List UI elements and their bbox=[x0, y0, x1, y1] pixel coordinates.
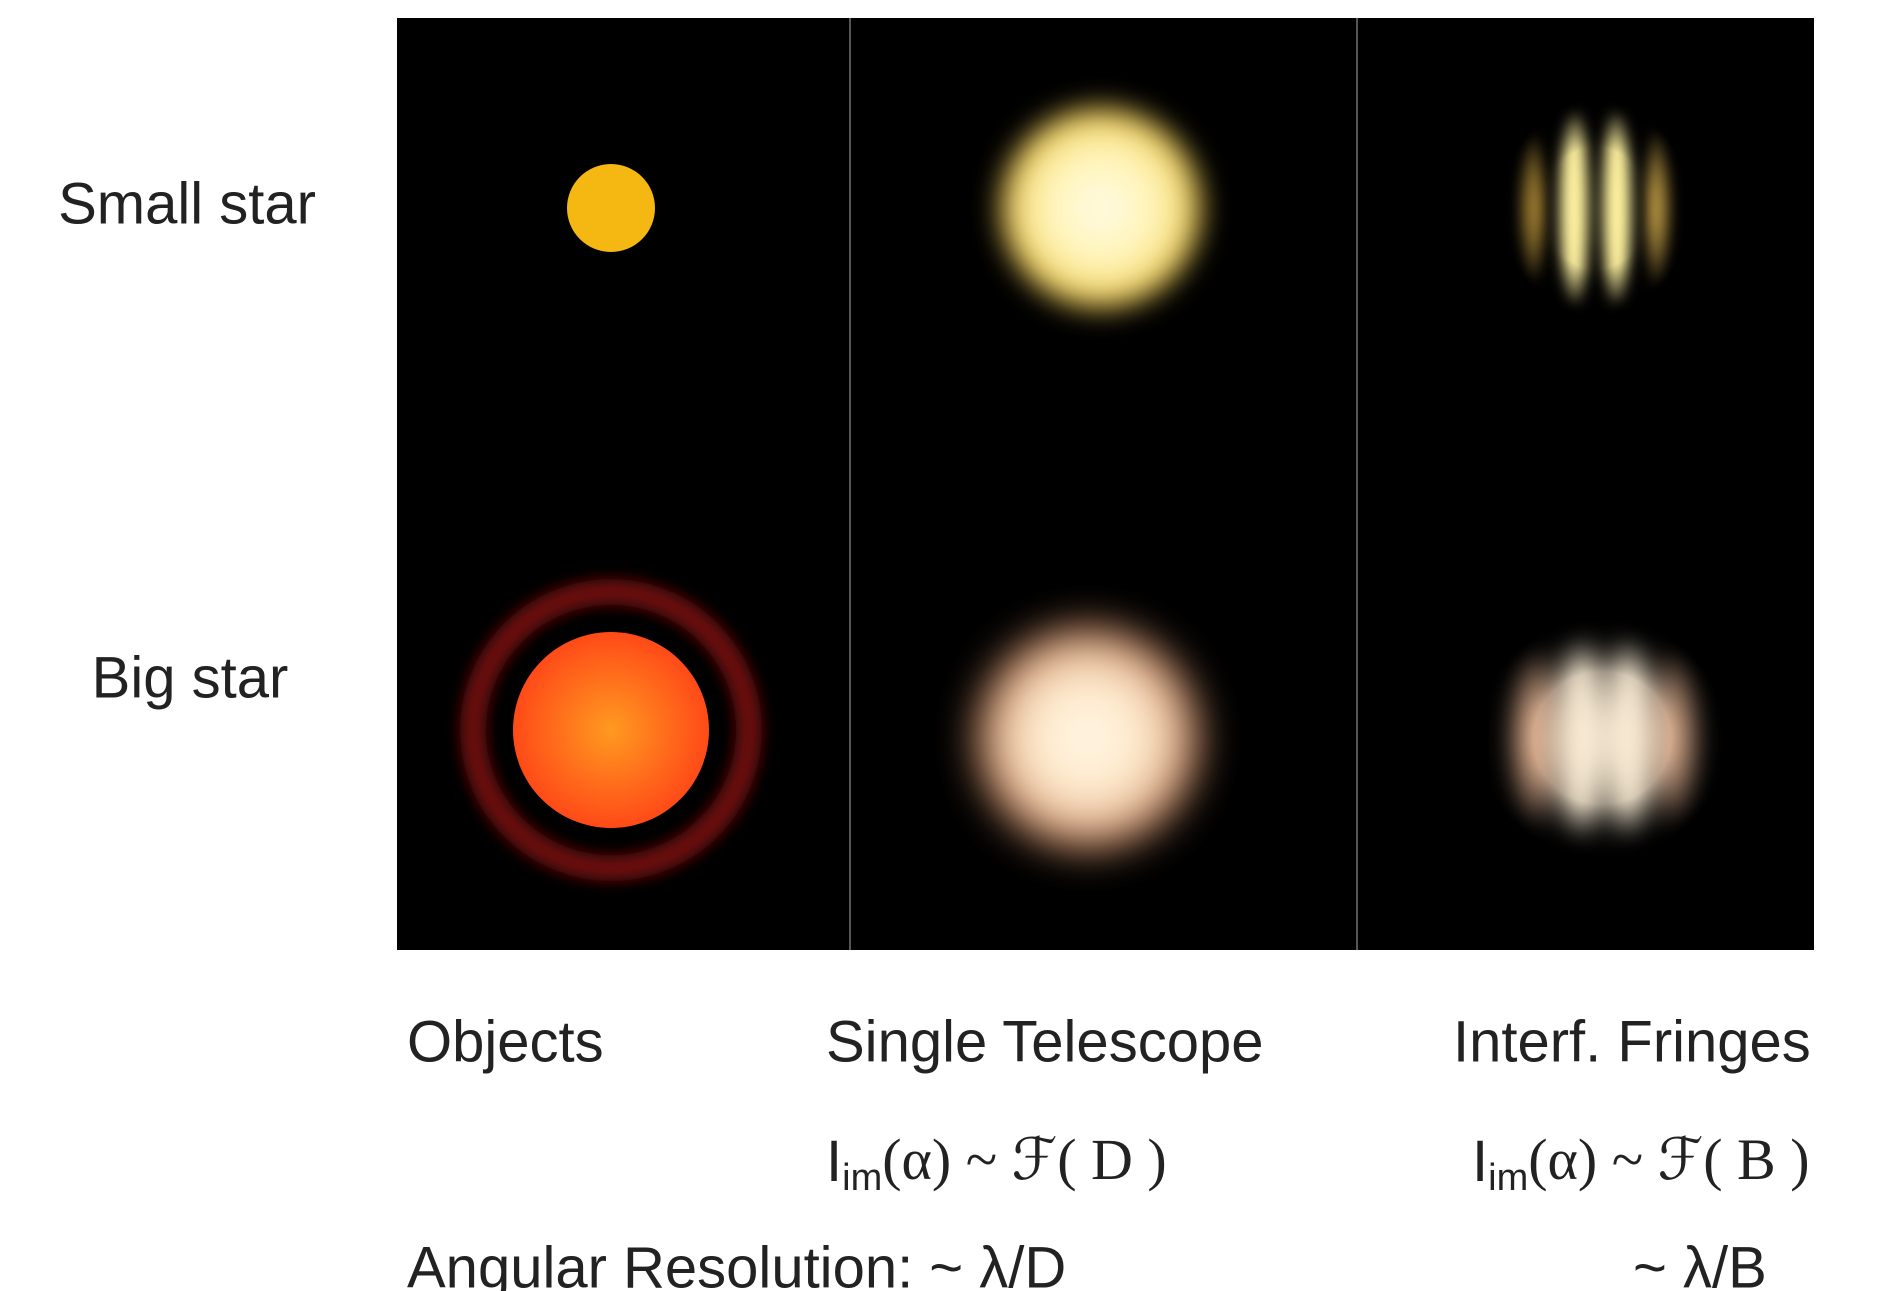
big-star-object bbox=[513, 632, 709, 828]
formula: Iim(α) ~ ℱ( D ) bbox=[826, 1127, 1167, 1199]
row-label: Small star bbox=[58, 171, 316, 236]
column-label: Single Telescope bbox=[826, 1009, 1263, 1074]
small-star-telescope-image bbox=[1001, 108, 1201, 308]
formula-base: I bbox=[826, 1129, 842, 1194]
formula: Iim(α) ~ ℱ( B ) bbox=[1472, 1127, 1810, 1199]
resolution-label: Angular Resolution: ~ λ/D bbox=[407, 1235, 1066, 1291]
formula-rest: (α) ~ ℱ( D ) bbox=[882, 1127, 1167, 1192]
big-star-telescope-image bbox=[976, 626, 1200, 850]
resolution-interferometer: ~ λ/B bbox=[1633, 1235, 1767, 1291]
formula-rest: (α) ~ ℱ( B ) bbox=[1528, 1127, 1809, 1192]
column-label: Objects bbox=[407, 1009, 604, 1074]
small-star-object bbox=[567, 164, 655, 252]
formula-sub: im bbox=[842, 1157, 882, 1199]
formula-sub: im bbox=[1488, 1157, 1528, 1199]
column-label: Interf. Fringes bbox=[1453, 1009, 1811, 1074]
formula-base: I bbox=[1472, 1129, 1488, 1194]
row-label: Big star bbox=[92, 645, 289, 710]
diagram: Small star Big star Objects Single Teles… bbox=[0, 0, 1896, 1291]
